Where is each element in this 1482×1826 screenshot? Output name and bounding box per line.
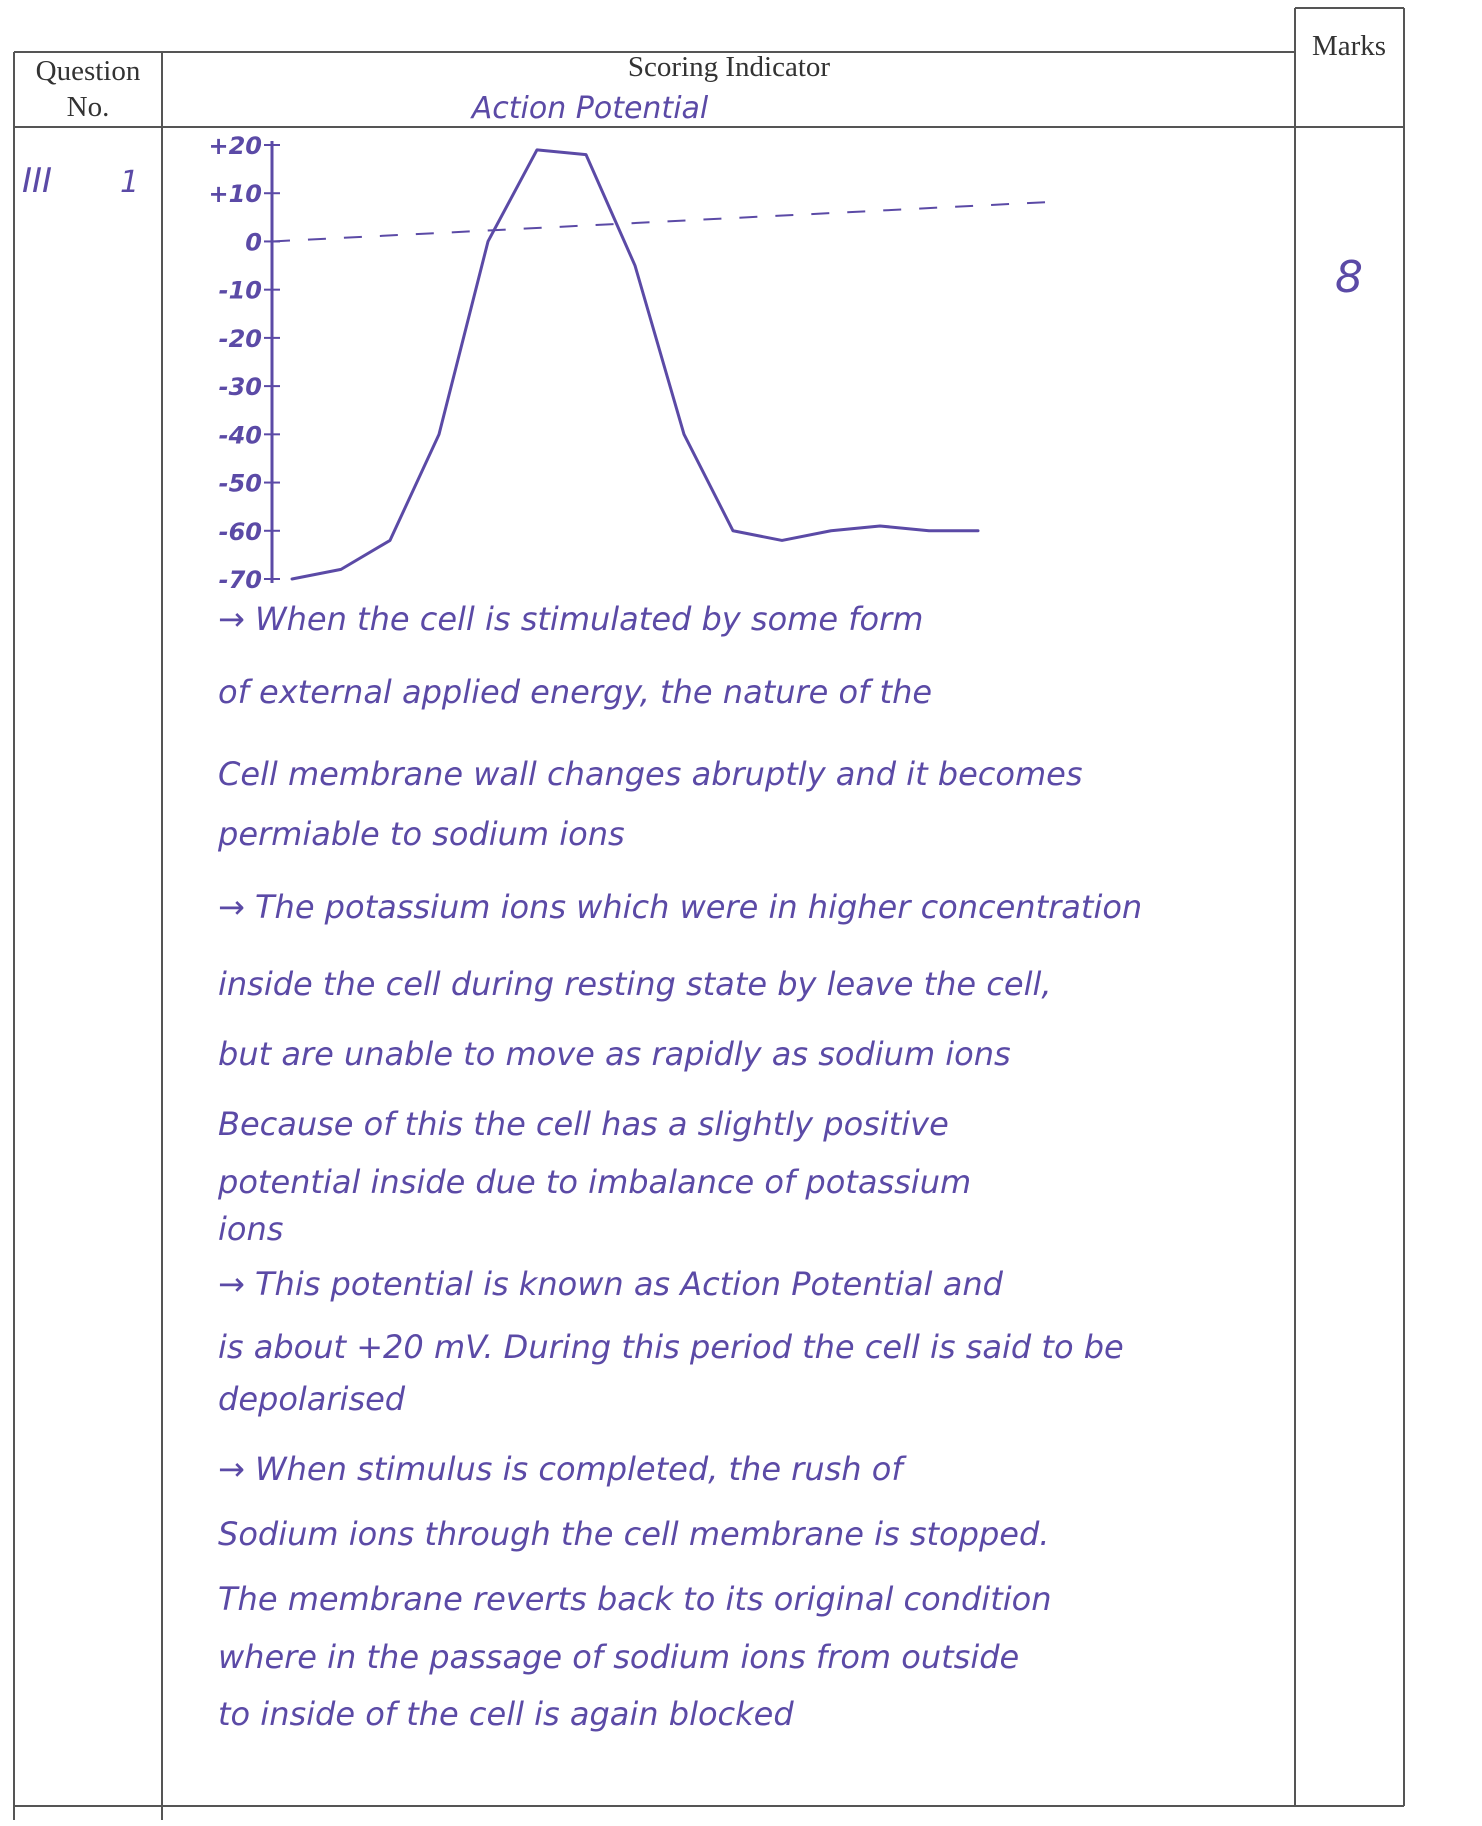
y-tick-label: -50: [219, 470, 262, 498]
answer-line: depolarised: [218, 1380, 406, 1418]
header-no: No.: [67, 91, 110, 123]
answer-line: to inside of the cell is again blocked: [218, 1695, 794, 1733]
voltage-curve: [292, 150, 978, 579]
chart: +20 +10 0 -10 -20 -30 -40 -50 -60 -70: [208, 132, 1060, 594]
answer-line: where in the passage of sodium ions from…: [218, 1638, 1019, 1676]
header-scoring: Scoring Indicator: [628, 51, 830, 83]
answer-line: → The potassium ions which were in highe…: [218, 888, 1142, 926]
answer-line: but are unable to move as rapidly as sod…: [218, 1035, 1011, 1073]
answer-line: permiable to sodium ions: [217, 815, 625, 853]
answer-line: ions: [218, 1210, 283, 1248]
answer-line: Sodium ions through the cell membrane is…: [218, 1515, 1049, 1553]
answer-line: potential inside due to imbalance of pot…: [217, 1163, 971, 1201]
answer-line: Because of this the cell has a slightly …: [218, 1105, 949, 1143]
answer-line: inside the cell during resting state by …: [218, 965, 1052, 1003]
header-marks: Marks: [1312, 30, 1386, 62]
answer-line: of external applied energy, the nature o…: [218, 673, 932, 711]
reference-line: [272, 201, 1060, 241]
y-tick-label: +10: [208, 180, 262, 208]
answer-line: The membrane reverts back to its origina…: [218, 1580, 1051, 1618]
y-tick-label: -60: [219, 518, 262, 546]
answer-sheet: Question No. Scoring Indicator Marks III…: [0, 0, 1482, 1826]
y-tick-label: -10: [219, 277, 262, 305]
answer: → When the cell is stimulated by some fo…: [217, 600, 1142, 1733]
y-tick-label: -30: [219, 373, 262, 401]
header-question: Question: [36, 55, 141, 87]
answer-line: Cell membrane wall changes abruptly and …: [218, 755, 1082, 793]
answer-line: is about +20 mV. During this period the …: [218, 1328, 1124, 1366]
y-tick-label: -20: [219, 325, 262, 353]
question-number: 1: [120, 165, 139, 200]
section: III: [22, 161, 52, 201]
answer-line: → When the cell is stimulated by some fo…: [218, 600, 923, 638]
y-tick-label: +20: [208, 132, 262, 160]
y-tick-label: -40: [219, 421, 262, 449]
y-tick-label: 0: [245, 228, 262, 256]
answer-line: → When stimulus is completed, the rush o…: [218, 1450, 907, 1488]
marks: 8: [1335, 252, 1363, 303]
y-tick-label: -70: [219, 566, 262, 594]
answer-line: → This potential is known as Action Pote…: [218, 1265, 1004, 1303]
chart-title: Action Potential: [470, 91, 709, 126]
